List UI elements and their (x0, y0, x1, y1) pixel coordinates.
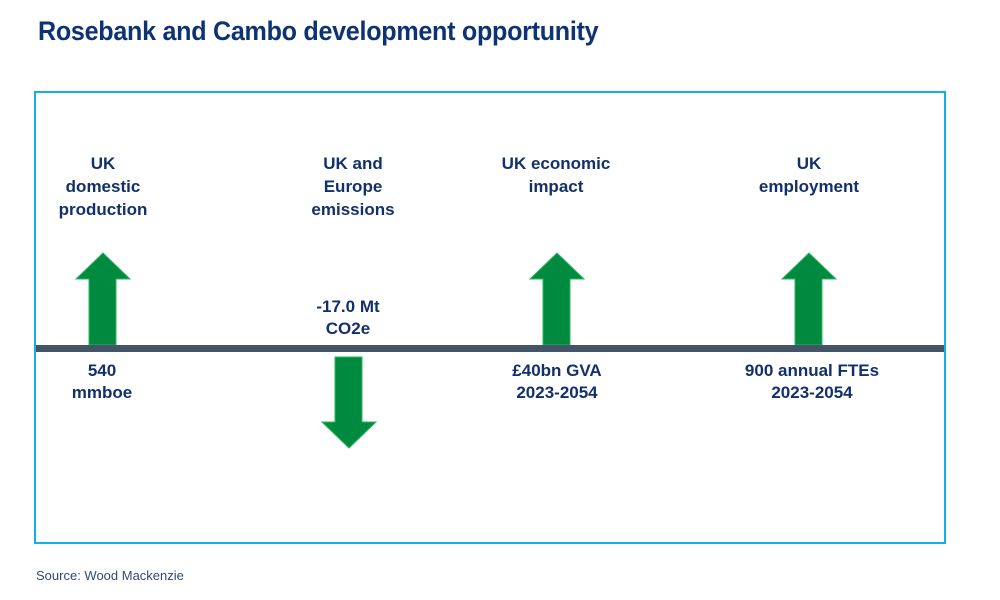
label-line: Europe (323, 177, 383, 196)
arrow-up-icon (75, 252, 131, 346)
label-line: UK (90, 154, 116, 173)
label-line: production (58, 200, 148, 219)
label-employment: UK employment (719, 152, 899, 198)
value-line: 2023-2054 (771, 383, 853, 402)
label-emissions: UK and Europe emissions (263, 152, 443, 221)
label-line: UK and (323, 154, 383, 173)
value-line: 540 (87, 361, 117, 380)
value-emissions: -17.0 Mt CO2e (248, 296, 448, 340)
value-line: -17.0 Mt (316, 297, 380, 316)
source-note: Source: Wood Mackenzie (36, 568, 184, 583)
value-line: mmboe (71, 383, 133, 402)
label-line: employment (758, 177, 860, 196)
arrow-down-icon (321, 356, 377, 449)
value-line: £40bn GVA (512, 361, 602, 380)
label-economic-impact: UK economic impact (466, 152, 646, 198)
value-economic-impact: £40bn GVA 2023-2054 (457, 360, 657, 404)
value-line: 2023-2054 (516, 383, 598, 402)
value-domestic-production: 540 mmboe (2, 360, 202, 404)
value-line: 900 annual FTEs (744, 361, 880, 380)
page-title: Rosebank and Cambo development opportuni… (38, 16, 599, 46)
diagram-frame (34, 91, 946, 544)
label-line: UK economic (501, 154, 611, 173)
label-line: domestic (65, 177, 141, 196)
label-domestic-production: UK domestic production (13, 152, 193, 221)
label-line: impact (528, 177, 584, 196)
arrow-up-icon (781, 252, 837, 346)
label-line: emissions (311, 200, 395, 219)
label-line: UK (796, 154, 822, 173)
value-employment: 900 annual FTEs 2023-2054 (712, 360, 912, 404)
baseline-axis (36, 345, 944, 352)
arrow-up-icon (529, 252, 585, 346)
value-line: CO2e (325, 319, 371, 338)
